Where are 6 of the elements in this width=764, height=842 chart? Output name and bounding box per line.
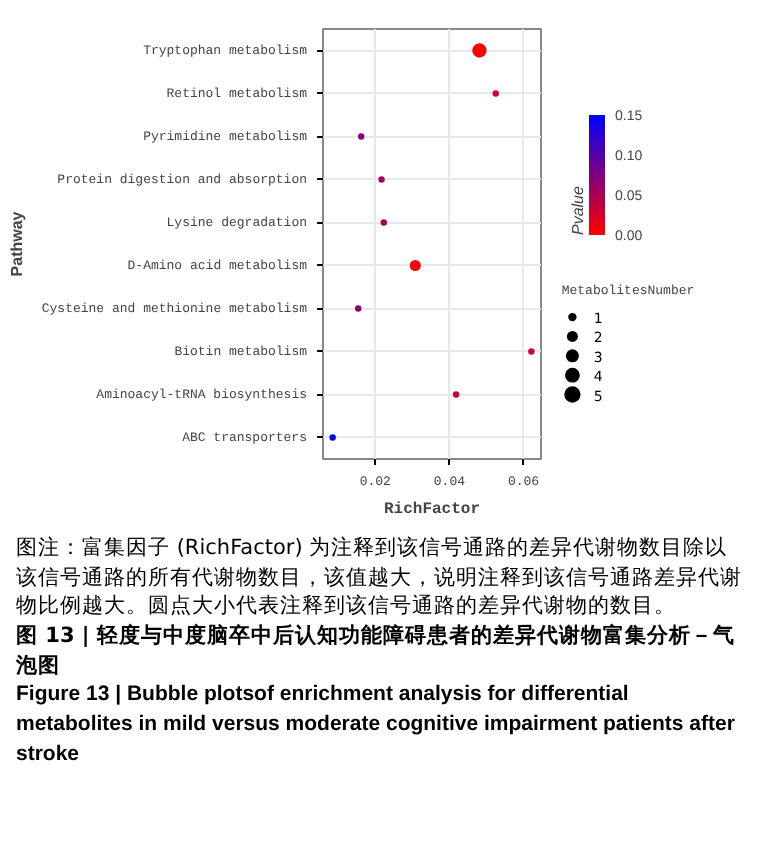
y-axis-title: Pathway xyxy=(7,210,26,277)
x-axis-title: RichFactor xyxy=(383,501,481,519)
text: 图注：富集因子 (RichFactor) 为注释到该信号通路的差异代谢物数目除以该信号通路的所有代谢物数目，该值越大，说明注释到该信号通路差异代谢物比例越大。圆点大小代表注释到该信号通路的差异代谢物的数目。 xyxy=(16,534,744,623)
caption: Figure 13 | Bubble plotsof enrichment analysis for differential metabolites in mild versus moderate cognitive impairment patients after stroke xyxy=(16,680,737,769)
caption: 图 13 | 轻度与中度脑卒中后认知功能障碍患者的差异代谢物富集分析－气泡图 xyxy=(16,622,737,681)
color-bar-title: Pvalue xyxy=(569,184,587,235)
